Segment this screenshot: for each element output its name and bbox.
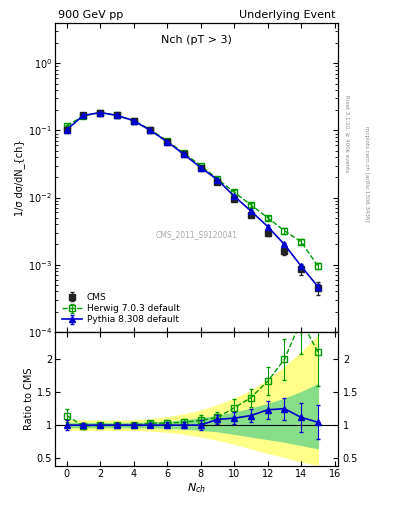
Text: CMS_2011_S9120041: CMS_2011_S9120041 — [156, 230, 237, 239]
Text: Nch (pT > 3): Nch (pT > 3) — [161, 35, 232, 46]
Text: Underlying Event: Underlying Event — [239, 10, 335, 20]
Legend: CMS, Herwig 7.0.3 default, Pythia 8.308 default: CMS, Herwig 7.0.3 default, Pythia 8.308 … — [59, 290, 182, 327]
X-axis label: $N_{ch}$: $N_{ch}$ — [187, 481, 206, 495]
Y-axis label: 1/σ dσ/dN_{ch}: 1/σ dσ/dN_{ch} — [15, 139, 25, 216]
Text: mcplots.cern.ch [arXiv:1306.3436]: mcplots.cern.ch [arXiv:1306.3436] — [364, 126, 369, 222]
Text: Rivet 3.1.10, ≥ 400k events: Rivet 3.1.10, ≥ 400k events — [344, 95, 349, 172]
Y-axis label: Ratio to CMS: Ratio to CMS — [24, 368, 34, 430]
Text: 900 GeV pp: 900 GeV pp — [58, 10, 123, 20]
